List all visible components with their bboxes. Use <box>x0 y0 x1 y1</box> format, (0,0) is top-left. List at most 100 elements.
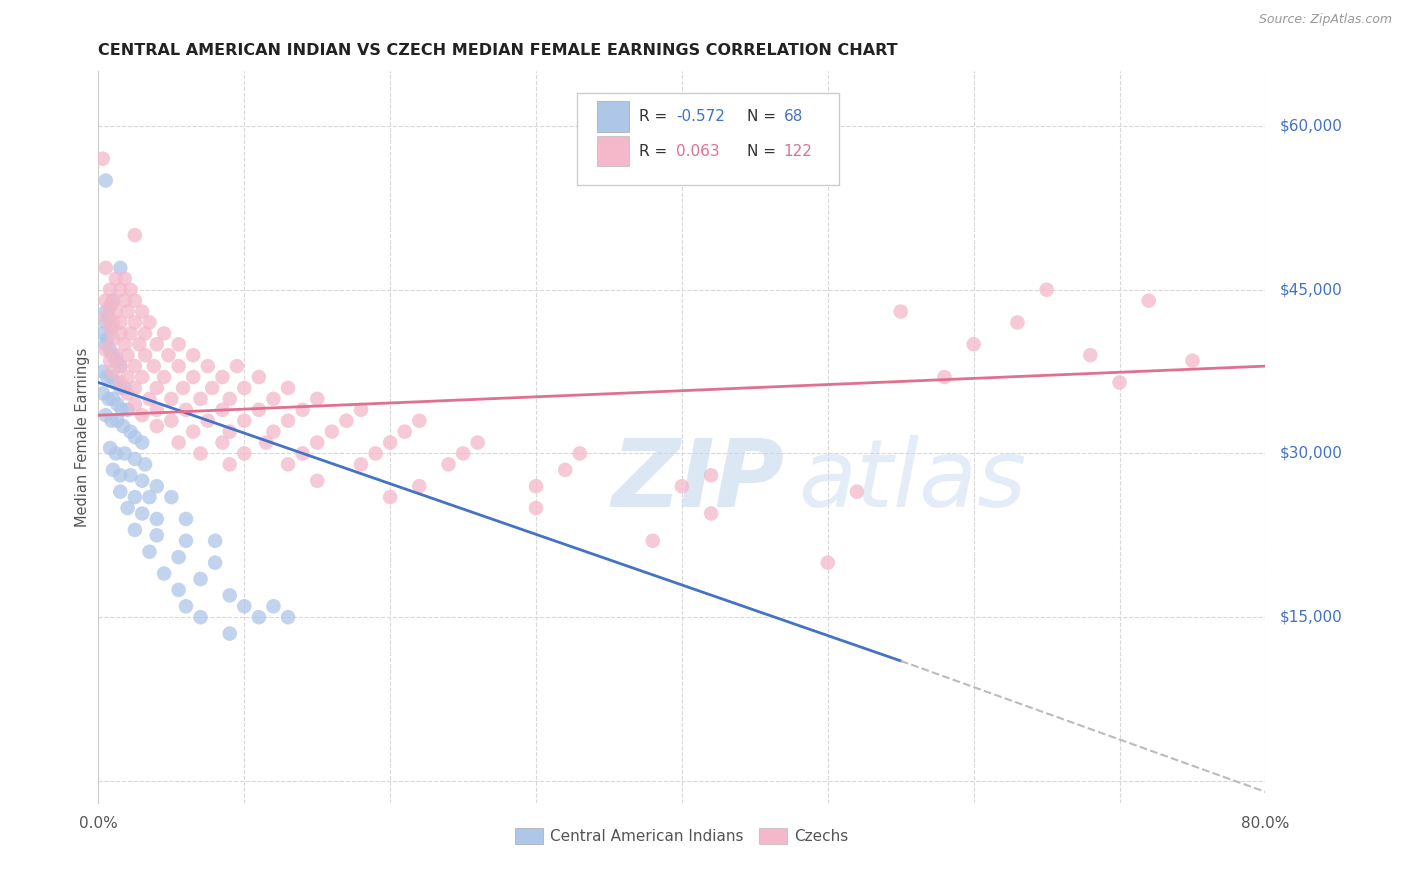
Point <box>277 381 299 395</box>
Point <box>700 507 723 521</box>
Point <box>671 479 693 493</box>
Point <box>146 419 169 434</box>
Point <box>146 381 169 395</box>
Point <box>1035 283 1057 297</box>
Point <box>124 228 146 243</box>
Point <box>124 451 146 466</box>
Point <box>524 479 547 493</box>
Point <box>98 299 121 313</box>
Point <box>131 507 153 521</box>
Point <box>105 414 128 428</box>
Point <box>91 386 114 401</box>
Point <box>277 414 299 428</box>
Point <box>218 588 240 602</box>
Point <box>94 409 117 423</box>
Point <box>124 359 146 373</box>
Point <box>262 599 284 614</box>
Point <box>131 409 153 423</box>
Point <box>218 458 240 472</box>
Point <box>568 446 591 460</box>
Point <box>254 435 277 450</box>
Point <box>110 326 132 341</box>
Point <box>153 370 176 384</box>
Point <box>146 337 169 351</box>
Point <box>167 337 190 351</box>
Text: Source: ZipAtlas.com: Source: ZipAtlas.com <box>1258 13 1392 27</box>
Point <box>124 490 146 504</box>
Point <box>117 348 139 362</box>
Point <box>117 501 139 516</box>
Point <box>233 599 256 614</box>
Point <box>364 446 387 460</box>
Point <box>101 463 124 477</box>
Text: 122: 122 <box>783 144 813 159</box>
Point <box>146 402 169 417</box>
Point <box>100 414 122 428</box>
Point <box>110 376 132 390</box>
Point <box>233 414 256 428</box>
Point <box>94 293 117 308</box>
Text: N =: N = <box>747 144 782 159</box>
Point <box>1080 348 1102 362</box>
Point <box>554 463 576 477</box>
Point <box>160 392 183 406</box>
Point <box>120 326 142 341</box>
Point <box>134 458 156 472</box>
Point <box>307 392 329 406</box>
Text: $15,000: $15,000 <box>1279 610 1343 624</box>
Point <box>1007 315 1029 329</box>
Point <box>262 392 284 406</box>
Point <box>211 370 233 384</box>
Point <box>160 414 183 428</box>
Point <box>233 446 256 460</box>
Point <box>112 419 135 434</box>
Point <box>104 446 127 460</box>
Point <box>138 490 160 504</box>
Text: R =: R = <box>638 109 672 124</box>
Point <box>101 315 124 329</box>
Point <box>160 490 183 504</box>
Point <box>100 370 122 384</box>
Point <box>94 343 117 357</box>
Point <box>134 348 156 362</box>
Point <box>104 353 127 368</box>
Point <box>277 458 299 472</box>
Point <box>110 484 132 499</box>
Point <box>467 435 489 450</box>
Point <box>97 310 120 324</box>
Point <box>291 402 314 417</box>
Point <box>91 365 114 379</box>
Point <box>104 272 127 286</box>
Point <box>174 533 197 548</box>
Point <box>934 370 956 384</box>
Point <box>181 348 204 362</box>
Point <box>100 321 122 335</box>
Point <box>120 283 142 297</box>
Point <box>211 402 233 417</box>
Point <box>101 293 124 308</box>
Point <box>174 402 197 417</box>
Point <box>218 392 240 406</box>
Point <box>247 370 270 384</box>
Point <box>146 479 169 493</box>
Point <box>197 359 219 373</box>
Point <box>124 523 146 537</box>
Point <box>142 359 165 373</box>
Point <box>131 435 153 450</box>
Text: $60,000: $60,000 <box>1279 119 1343 134</box>
Point <box>101 392 124 406</box>
Point <box>197 414 219 428</box>
Point <box>350 402 373 417</box>
Point <box>157 348 180 362</box>
Point <box>190 610 212 624</box>
Point <box>91 326 114 341</box>
Y-axis label: Median Female Earnings: Median Female Earnings <box>75 348 90 526</box>
Point <box>1181 353 1204 368</box>
Point <box>104 304 127 318</box>
Text: R =: R = <box>638 144 672 159</box>
Point <box>174 599 197 614</box>
Point <box>190 446 212 460</box>
Point <box>124 430 146 444</box>
Point <box>94 260 117 275</box>
Point <box>262 425 284 439</box>
